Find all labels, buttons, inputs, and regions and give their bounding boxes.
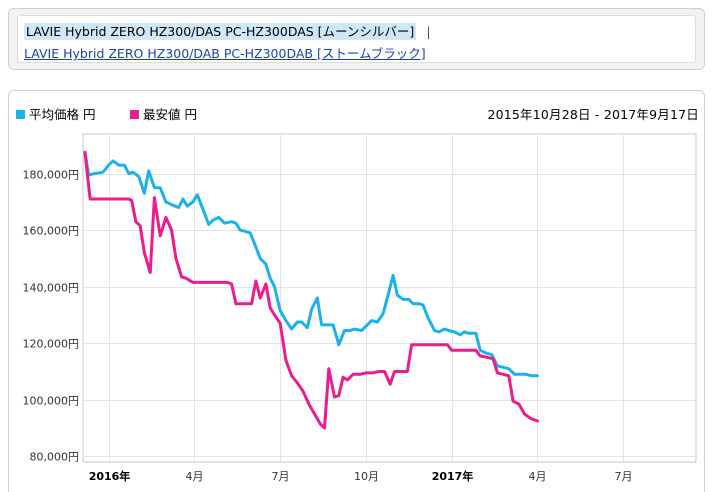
y-tick-label: 100,000円 [23, 395, 80, 408]
legend-min-label: 最安値 円 [143, 107, 197, 122]
plot-area [82, 133, 697, 463]
y-tick-label: 80,000円 [30, 451, 80, 464]
variant-row-current: LAVIE Hybrid ZERO HZ300/DAS PC-HZ300DAS … [24, 21, 431, 40]
x-tick-label: 7月 [615, 470, 633, 483]
variant-link-black[interactable]: LAVIE Hybrid ZERO HZ300/DAB PC-HZ300DAB … [24, 46, 426, 61]
legend-avg-label: 平均価格 円 [29, 107, 96, 122]
x-tick-label: 2016年 [89, 469, 131, 483]
y-tick-label: 120,000円 [23, 338, 80, 351]
x-tick-label: 4月 [529, 470, 547, 483]
x-tick-label: 2017年 [432, 469, 474, 483]
legend-avg-swatch [16, 110, 25, 119]
variant-separator: | [426, 24, 431, 39]
date-range: 2015年10月28日 - 2017年9月17日 [487, 107, 699, 122]
variant-row-other: LAVIE Hybrid ZERO HZ300/DAB PC-HZ300DAB … [24, 43, 426, 62]
y-tick-label: 140,000円 [23, 282, 80, 295]
variant-current-label: LAVIE Hybrid ZERO HZ300/DAS PC-HZ300DAS … [24, 23, 417, 40]
legend-min-swatch [130, 110, 139, 119]
legend-min[interactable]: 最安値 円 [130, 104, 197, 123]
y-tick-label: 180,000円 [23, 169, 80, 182]
x-tick-label: 4月 [186, 470, 204, 483]
x-tick-label: 10月 [354, 470, 379, 483]
x-tick-label: 7月 [272, 470, 290, 483]
y-tick-label: 160,000円 [23, 225, 80, 238]
price-chart-panel [8, 90, 705, 492]
chart-header: 平均価格 円 最安値 円 2015年10月28日 - 2017年9月17日 [0, 104, 715, 122]
min-price-line [83, 150, 539, 430]
avg-price-line [83, 150, 539, 378]
legend-avg[interactable]: 平均価格 円 [16, 104, 95, 123]
